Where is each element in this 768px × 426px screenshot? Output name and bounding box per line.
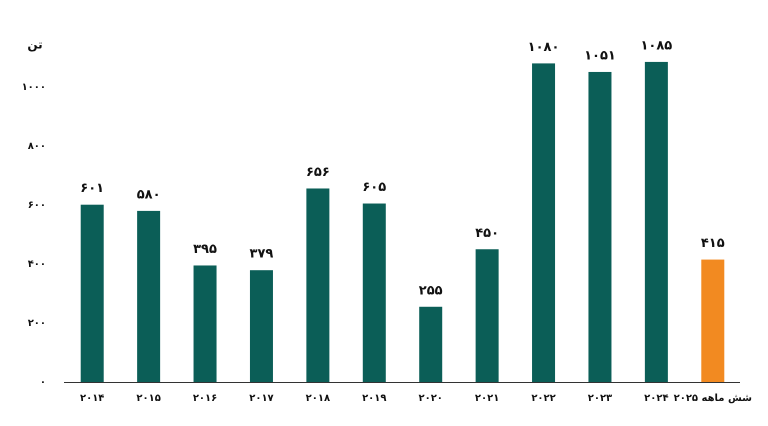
- bar: [475, 249, 499, 382]
- y-axis-label: تن: [27, 38, 42, 52]
- value-label: ۱۰۸۵: [641, 38, 673, 53]
- value-label: ۴۱۵: [701, 236, 725, 251]
- x-tick-label: ۲۰۱۸: [306, 393, 330, 404]
- x-tick-label: ۲۰۲۳: [588, 393, 612, 404]
- y-tick-label: ۶۰۰: [28, 200, 46, 211]
- value-label: ۲۵۵: [419, 283, 443, 298]
- y-tick-label: ۴۰۰: [28, 259, 46, 270]
- value-label: ۶۰۱: [80, 181, 104, 196]
- y-tick-label: ۰: [40, 377, 46, 388]
- value-label: ۳۷۹: [250, 247, 274, 262]
- x-tick-label: ۲۰۱۶: [193, 393, 217, 404]
- bar: [701, 259, 725, 382]
- bar: [306, 188, 330, 382]
- bar: [419, 306, 443, 382]
- x-tick-label: ۲۰۲۰: [418, 393, 442, 404]
- value-label: ۵۸۰: [137, 187, 161, 202]
- bar: [193, 265, 217, 382]
- y-tick-label: ۲۰۰: [28, 318, 46, 329]
- x-tick-label: ۲۰۲۲: [531, 393, 555, 404]
- y-tick-label: ۱۰۰۰: [22, 82, 46, 93]
- value-label: ۶۰۵: [362, 180, 386, 195]
- x-tick-label: شش ماهه ۲۰۲۵: [674, 393, 752, 404]
- x-tick-label: ۲۰۲۴: [644, 393, 668, 404]
- bar: [362, 203, 386, 382]
- x-tick-label: ۲۰۱۴: [80, 393, 104, 404]
- value-label: ۱۰۸۰: [528, 40, 560, 55]
- bar: [249, 270, 273, 382]
- x-tick-label: ۲۰۱۹: [362, 393, 386, 404]
- bar: [644, 61, 668, 383]
- bar: [588, 71, 612, 382]
- value-label: ۶۵۶: [306, 165, 330, 180]
- y-tick-label: ۸۰۰: [28, 141, 46, 152]
- x-tick-label: ۲۰۱۵: [136, 393, 160, 404]
- x-tick-label: ۲۰۲۱: [475, 393, 499, 404]
- bar: [137, 210, 161, 382]
- value-label: ۴۵۰: [475, 226, 499, 241]
- bar: [80, 204, 104, 382]
- value-label: ۱۰۵۱: [584, 48, 616, 63]
- x-tick-label: ۲۰۱۷: [249, 393, 273, 404]
- bar: [532, 63, 556, 383]
- value-label: ۳۹۵: [193, 242, 217, 257]
